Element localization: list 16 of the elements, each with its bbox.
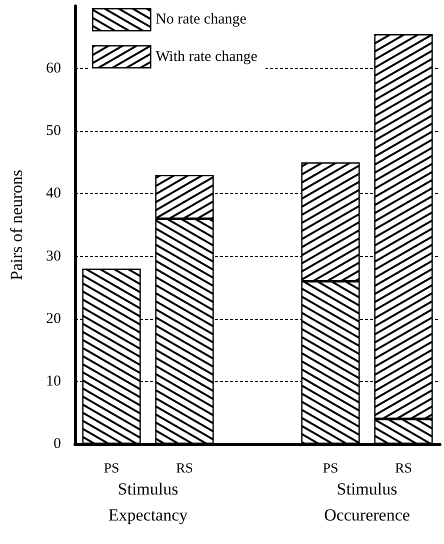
- text: Stimulus Expectancy: [108, 480, 188, 524]
- y-tick-label: 10: [46, 373, 61, 390]
- y-tick-label: 0: [54, 436, 61, 452]
- x-tick-label: PS: [322, 462, 338, 476]
- y-tick-label: 30: [46, 248, 61, 264]
- x-tick-label: PS: [104, 462, 120, 476]
- y-axis-title: Pairs of neurons: [7, 170, 26, 280]
- x-tick-label: RS: [394, 462, 412, 476]
- x-tick-label: RS: [176, 462, 194, 476]
- y-tick-label: 50: [46, 123, 61, 140]
- y-tick-label: 40: [46, 186, 61, 202]
- y-tick-label: 20: [46, 310, 61, 327]
- legend-label: No rate change: [156, 12, 247, 28]
- y-tick-label: 60: [46, 60, 61, 77]
- legend-label: With rate change: [156, 48, 258, 65]
- text: Stimulus Occurerence: [324, 480, 410, 524]
